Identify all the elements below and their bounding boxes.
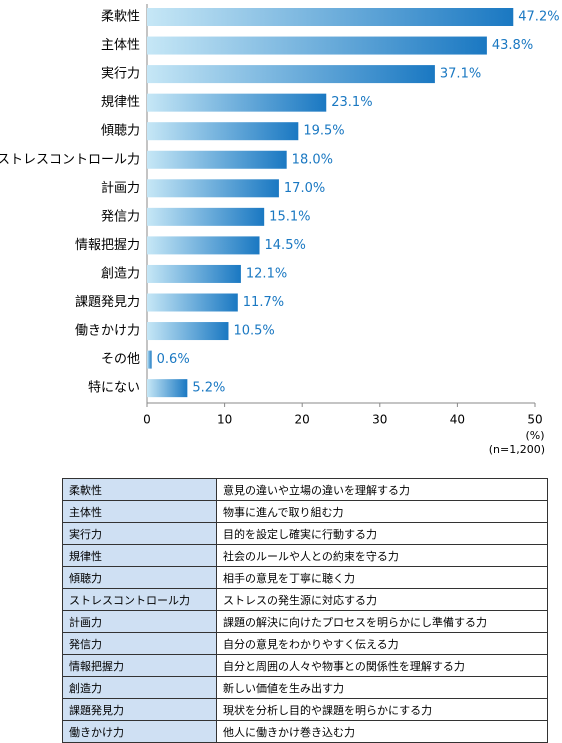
skill-cell: 柔軟性	[62, 478, 217, 501]
definition-cell: 課題の解決に向けたプロセスを明らかにし準備する力	[216, 610, 548, 633]
category-label: 特にない	[88, 381, 140, 396]
definition-cell: 社会のルールや人との約束を守る力	[216, 544, 548, 567]
category-label: 計画力	[101, 180, 140, 196]
category-label: 主体性	[101, 38, 140, 53]
definition-cell: 自分の意見をわかりやすく伝える力	[216, 632, 548, 655]
definition-cell: 物事に進んで取り組む力	[216, 500, 548, 523]
bar	[147, 150, 287, 169]
skill-cell: 発信力	[62, 632, 217, 655]
value-label: 12.1%	[246, 266, 287, 281]
bar	[147, 379, 188, 398]
table-row: 働きかけ力 他人に働きかけ巻き込む力	[62, 720, 548, 743]
x-tick-label: 10	[217, 413, 232, 427]
skill-cell: 働きかけ力	[62, 720, 217, 743]
table-row: 情報把握力 自分と周囲の人々や物事との関係性を理解する力	[62, 654, 548, 677]
skill-cell: 創造力	[62, 676, 217, 699]
value-label: 0.6%	[157, 352, 190, 367]
category-label: その他	[101, 352, 140, 367]
x-tick-label: 0	[143, 413, 151, 427]
value-label: 5.2%	[192, 381, 225, 396]
category-label: 働きかけ力	[75, 324, 140, 339]
skill-cell: 主体性	[62, 500, 217, 523]
skill-cell: 傾聴力	[62, 566, 217, 589]
value-label: 11.7%	[243, 295, 284, 310]
category-label: ストレスコントロール力	[0, 152, 140, 167]
category-label: 実行力	[101, 66, 140, 82]
value-label: 14.5%	[265, 238, 306, 253]
chart: (%) (n=1,200) 0 10 20 30 40 50 柔軟性 47.2% 主体性 43.8…	[0, 4, 560, 456]
table-row: 規律性 社会のルールや人との約束を守る力	[62, 544, 548, 567]
value-label: 43.8%	[492, 38, 533, 53]
bar	[147, 93, 327, 112]
bar	[147, 293, 238, 312]
bar	[147, 322, 229, 341]
definition-cell: ストレスの発生源に対応する力	[216, 588, 548, 611]
skill-cell: 情報把握力	[62, 654, 217, 677]
bar	[147, 8, 514, 26]
definition-cell: 他人に働きかけ巻き込む力	[216, 720, 548, 743]
definition-table: 柔軟性 意見の違いや立場の違いを理解する力 主体性 物事に進んで取り組む力 実行力 目的を…	[62, 478, 548, 743]
category-label: 情報把握力	[75, 238, 140, 253]
value-label: 15.1%	[269, 209, 310, 224]
category-label: 規律性	[101, 95, 140, 110]
value-label: 47.2%	[518, 10, 559, 25]
category-label: 柔軟性	[101, 9, 140, 25]
bar	[147, 236, 260, 255]
definition-cell: 目的を設定し確実に行動する力	[216, 522, 548, 545]
definition-cell: 意見の違いや立場の違いを理解する力	[216, 478, 548, 501]
sample-note: (n=1,200)	[489, 443, 545, 456]
skill-cell: 実行力	[62, 522, 217, 545]
x-tick-label: 20	[295, 413, 310, 427]
bar	[147, 65, 435, 84]
definition-cell: 自分と周囲の人々や物事との関係性を理解する力	[216, 654, 548, 677]
table-row: 傾聴力 相手の意見を丁寧に聴く力	[62, 566, 548, 589]
unit-label: (%)	[525, 429, 544, 442]
bar	[147, 179, 279, 198]
table-row: 実行力 目的を設定し確実に行動する力	[62, 522, 548, 545]
skill-cell: 規律性	[62, 544, 217, 567]
skill-cell: 課題発見力	[62, 698, 217, 721]
category-label: 発信力	[101, 209, 140, 224]
definition-cell: 相手の意見を丁寧に聴く力	[216, 566, 548, 589]
value-label: 18.0%	[292, 152, 333, 167]
table-row: 創造力 新しい価値を生み出す力	[62, 676, 548, 699]
bar	[147, 207, 265, 226]
x-tick-label: 50	[527, 413, 542, 427]
bar	[147, 122, 299, 141]
value-label: 19.5%	[303, 124, 344, 139]
category-label: 創造力	[101, 266, 140, 281]
bar	[147, 350, 152, 369]
table-row: 計画力 課題の解決に向けたプロセスを明らかにし準備する力	[62, 610, 548, 633]
definition-cell: 新しい価値を生み出す力	[216, 676, 548, 699]
value-label: 37.1%	[440, 67, 481, 82]
skill-cell: 計画力	[62, 610, 217, 633]
bar	[147, 264, 241, 283]
table-row: 柔軟性 意見の違いや立場の違いを理解する力	[62, 478, 548, 501]
value-label: 17.0%	[284, 181, 325, 196]
table-row: 課題発見力 現状を分析し目的や課題を明らかにする力	[62, 698, 548, 721]
bar	[147, 36, 487, 55]
x-tick-label: 40	[450, 413, 465, 427]
table-row: 発信力 自分の意見をわかりやすく伝える力	[62, 632, 548, 655]
value-label: 10.5%	[233, 324, 274, 339]
table-row: 主体性 物事に進んで取り組む力	[62, 500, 548, 523]
skill-cell: ストレスコントロール力	[62, 588, 217, 611]
category-label: 傾聴力	[101, 124, 140, 139]
category-label: 課題発見力	[75, 294, 140, 310]
value-label: 23.1%	[331, 95, 372, 110]
table-row: ストレスコントロール力 ストレスの発生源に対応する力	[62, 588, 548, 611]
x-tick-label: 30	[372, 413, 387, 427]
definition-cell: 現状を分析し目的や課題を明らかにする力	[216, 698, 548, 721]
